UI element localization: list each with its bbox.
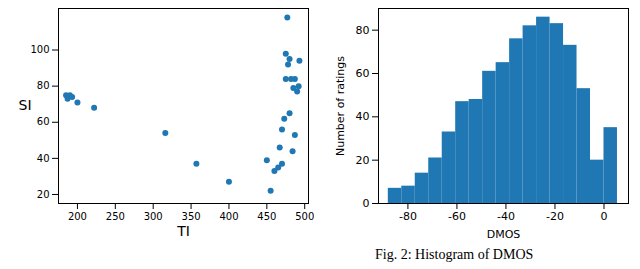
svg-text:350: 350	[182, 211, 201, 222]
svg-text:40: 40	[37, 153, 50, 164]
svg-text:TI: TI	[176, 223, 190, 239]
svg-text:250: 250	[106, 211, 125, 222]
svg-text:80: 80	[356, 24, 370, 37]
svg-text:DMOS: DMOS	[487, 228, 521, 241]
svg-text:200: 200	[68, 211, 87, 222]
html-text:Fig. 2: Histogram of DMOS: Fig. 2: Histogram of DMOS	[375, 247, 534, 262]
svg-text:60: 60	[356, 67, 370, 80]
svg-text:20: 20	[356, 154, 370, 167]
svg-text:400: 400	[219, 211, 238, 222]
svg-text:-60: -60	[448, 210, 466, 223]
svg-text:100: 100	[30, 44, 49, 55]
svg-text:0: 0	[600, 210, 607, 223]
svg-text:80: 80	[37, 80, 50, 91]
svg-text:500: 500	[295, 211, 314, 222]
svg-text:0: 0	[363, 197, 370, 210]
svg-text:-80: -80	[399, 210, 417, 223]
svg-text:-40: -40	[497, 210, 515, 223]
svg-text:40: 40	[356, 110, 370, 123]
svg-text:-20: -20	[546, 210, 564, 223]
svg-text:Number of ratings: Number of ratings	[334, 56, 347, 156]
svg-text:20: 20	[37, 189, 50, 200]
svg-text:SI: SI	[19, 97, 32, 113]
svg-text:60: 60	[37, 116, 50, 127]
svg-text:450: 450	[257, 211, 276, 222]
svg-text:300: 300	[144, 211, 163, 222]
